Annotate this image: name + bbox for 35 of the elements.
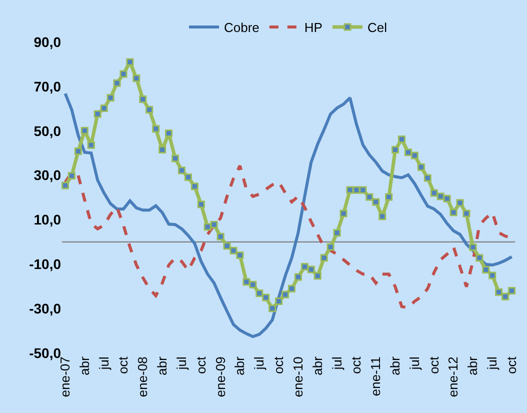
- x-tick-label: abr: [76, 356, 92, 376]
- x-tick-label: ene-08: [135, 356, 150, 398]
- x-tick-label: jul: [406, 356, 422, 371]
- y-tick-label: 90,0: [34, 34, 62, 50]
- x-tick-label: oct: [504, 356, 519, 374]
- x-tick-label: jul: [174, 356, 189, 371]
- y-tick-label: 10,0: [34, 212, 62, 228]
- x-tick-label: oct: [193, 356, 208, 374]
- x-tick-label: ene-12: [446, 356, 461, 398]
- y-tick-label: 70,0: [34, 78, 62, 94]
- y-tick-label: -30,0: [29, 300, 62, 316]
- line-series: [64, 92, 514, 338]
- x-tick-label: ene-11: [368, 356, 384, 396]
- legend-label: Cobre: [224, 20, 260, 36]
- x-tick-label: jul: [484, 356, 500, 371]
- x-tick-label: oct: [426, 356, 442, 374]
- x-tick-label: abr: [388, 356, 403, 376]
- y-tick-label: 30,0: [34, 167, 62, 184]
- x-tick-label: jul: [329, 356, 344, 371]
- legend-label: HP: [304, 20, 322, 36]
- legend-label: Cel: [367, 20, 388, 36]
- x-tick-label: abr: [154, 356, 170, 376]
- x-tick-label: jul: [96, 356, 112, 371]
- x-tick-label: ene-10: [290, 356, 306, 398]
- x-tick-label: abr: [310, 356, 325, 376]
- x-tick-label: ene-09: [212, 356, 228, 398]
- x-tick-label: abr: [465, 356, 480, 376]
- x-tick-label: oct: [348, 356, 364, 374]
- y-tick-label: 50,0: [34, 122, 62, 139]
- x-tick-label: abr: [232, 356, 248, 376]
- x-tick-label: oct: [116, 356, 131, 374]
- x-tick-label: oct: [271, 356, 286, 374]
- x-tick-label: jul: [252, 356, 267, 371]
- y-tick-label: -10,0: [29, 256, 62, 272]
- y-tick-label: -50,0: [29, 344, 62, 361]
